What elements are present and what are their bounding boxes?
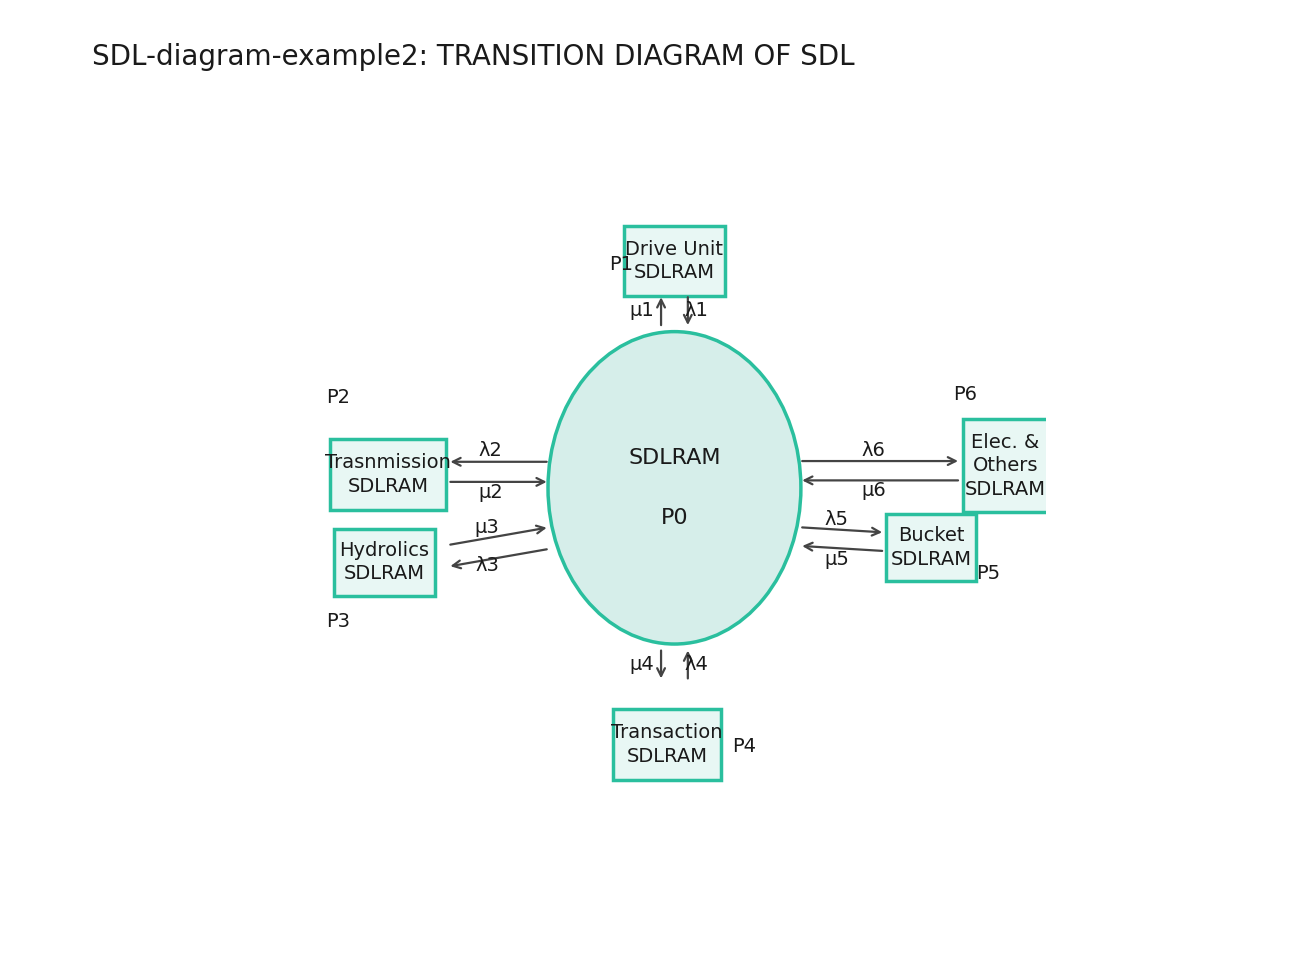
Text: μ2: μ2 bbox=[478, 483, 503, 501]
Text: λ5: λ5 bbox=[825, 510, 849, 528]
Text: P6: P6 bbox=[953, 385, 978, 405]
Text: P0: P0 bbox=[661, 507, 688, 527]
FancyBboxPatch shape bbox=[887, 514, 975, 581]
FancyBboxPatch shape bbox=[334, 528, 434, 596]
Text: Trasnmission
SDLRAM: Trasnmission SDLRAM bbox=[325, 453, 451, 496]
Text: μ3: μ3 bbox=[475, 518, 499, 537]
Text: λ6: λ6 bbox=[862, 441, 886, 460]
Text: μ1: μ1 bbox=[629, 301, 654, 321]
Ellipse shape bbox=[547, 331, 801, 644]
Text: P1: P1 bbox=[609, 255, 633, 274]
Text: μ4: μ4 bbox=[629, 655, 654, 673]
Text: Bucket
SDLRAM: Bucket SDLRAM bbox=[891, 526, 971, 569]
FancyBboxPatch shape bbox=[624, 226, 725, 297]
Text: λ2: λ2 bbox=[479, 441, 503, 460]
Text: P2: P2 bbox=[326, 387, 350, 407]
Text: SDLRAM: SDLRAM bbox=[628, 448, 721, 469]
Text: P5: P5 bbox=[976, 564, 1000, 582]
Text: P4: P4 bbox=[733, 737, 757, 756]
Text: Transaction
SDLRAM: Transaction SDLRAM bbox=[611, 724, 722, 766]
Text: λ1: λ1 bbox=[684, 301, 709, 321]
Text: Drive Unit
SDLRAM: Drive Unit SDLRAM bbox=[625, 240, 724, 282]
Text: λ4: λ4 bbox=[684, 655, 709, 673]
FancyBboxPatch shape bbox=[330, 440, 446, 510]
Text: μ5: μ5 bbox=[824, 550, 849, 569]
Text: P3: P3 bbox=[326, 612, 350, 631]
FancyBboxPatch shape bbox=[963, 419, 1049, 512]
Text: λ3: λ3 bbox=[475, 555, 499, 575]
FancyBboxPatch shape bbox=[613, 709, 721, 780]
Text: Elec. &
Others
SDLRAM: Elec. & Others SDLRAM bbox=[965, 433, 1046, 498]
Text: SDL-diagram-example2: TRANSITION DIAGRAM OF SDL: SDL-diagram-example2: TRANSITION DIAGRAM… bbox=[92, 43, 855, 71]
Text: Hydrolics
SDLRAM: Hydrolics SDLRAM bbox=[340, 541, 429, 583]
Text: μ6: μ6 bbox=[862, 481, 886, 500]
